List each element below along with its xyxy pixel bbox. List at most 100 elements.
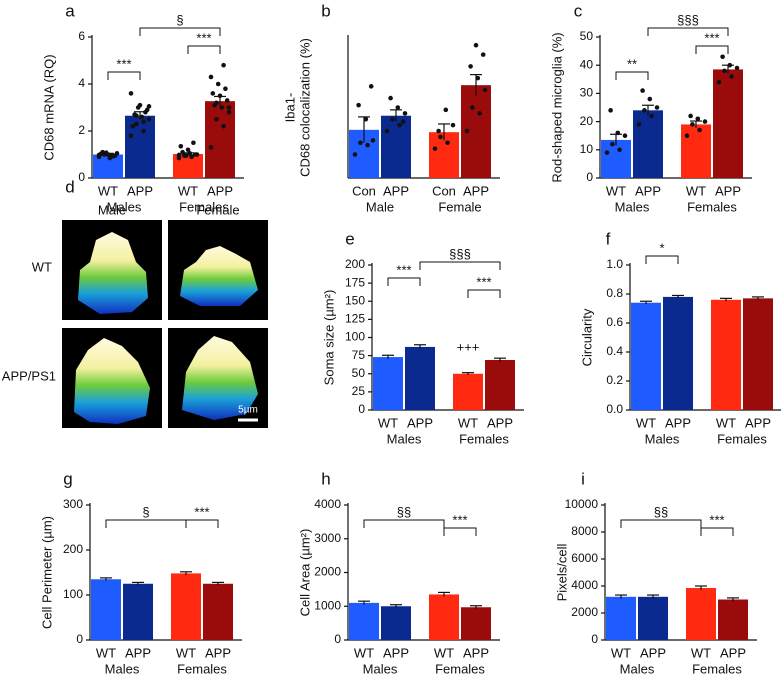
surface — [180, 246, 258, 306]
data-point — [368, 84, 374, 89]
x-tick-label: APP — [463, 645, 489, 660]
x-tick-label: APP — [383, 183, 409, 198]
x-tick-label: APP — [205, 645, 231, 660]
bar — [681, 124, 711, 178]
y-tick-label: 0.2 — [606, 373, 623, 387]
x-tick-label: WT — [606, 183, 626, 198]
significance-bracket — [185, 519, 219, 528]
y-tick-label: 0 — [358, 402, 365, 416]
bar — [381, 606, 411, 640]
data-point — [684, 133, 690, 138]
x-tick-label: APP — [720, 645, 746, 660]
bar-chart: g Cell Perimeter (µm) 0 100 200 300 WT APP WT APP… — [39, 469, 242, 676]
significance-bracket — [419, 261, 501, 270]
y-tick-label: 6 — [78, 29, 85, 43]
bar — [429, 594, 459, 640]
bar — [711, 299, 741, 410]
x-tick-label: WT — [611, 645, 631, 660]
x-tick-label: WT — [716, 415, 736, 430]
y-tick-label: 200 — [345, 257, 365, 271]
panel-letter: c — [574, 1, 583, 20]
y-axis-label: Pixels/cell — [554, 543, 569, 601]
significance-bracket — [443, 527, 477, 536]
data-point — [464, 128, 470, 134]
data-point — [221, 62, 226, 68]
y-tick-label: 50 — [352, 366, 366, 380]
x-tick-label: WT — [176, 645, 196, 660]
y-tick-label: 50 — [580, 29, 594, 43]
x-tick-label: WT — [434, 645, 454, 660]
significance-label: § — [176, 12, 183, 27]
y-axis-label: CD68 colocalization (%) — [297, 38, 312, 177]
data-point — [475, 75, 481, 81]
y-axis-label: Cell Perimeter (µm) — [39, 516, 54, 629]
significance-bracket — [107, 71, 141, 80]
bar — [743, 298, 773, 410]
data-point — [103, 150, 109, 155]
data-point — [610, 141, 615, 147]
data-point — [388, 95, 393, 101]
group-label: Males — [105, 661, 140, 676]
scale-label: 5µm — [238, 405, 258, 416]
group-label: Females — [435, 661, 485, 676]
panel-letter: f — [606, 229, 611, 248]
group-label: Males — [615, 199, 650, 214]
error-bar — [720, 297, 732, 302]
significance-label: *** — [476, 274, 491, 289]
data-point — [649, 113, 654, 119]
error-bar — [390, 604, 402, 608]
data-point — [482, 87, 488, 93]
data-point — [729, 74, 734, 79]
y-tick-label: 75 — [352, 348, 366, 362]
y-axis-label: Cell Area (µm²) — [297, 529, 312, 617]
data-point — [690, 122, 695, 127]
y-tick-label: 0 — [76, 632, 83, 646]
data-point — [640, 88, 645, 93]
data-point — [191, 140, 196, 146]
data-point — [139, 114, 145, 120]
data-point — [143, 109, 148, 115]
data-point — [208, 145, 214, 150]
x-tick-label: WT — [691, 645, 711, 660]
group-label: Males — [620, 661, 655, 676]
y-tick-label: 3000 — [314, 531, 341, 545]
x-tick-label: APP — [463, 183, 489, 198]
y-tick-label: 125 — [345, 312, 365, 326]
data-point — [219, 105, 225, 110]
data-point — [226, 105, 232, 110]
y-tick-label: 0.0 — [606, 402, 623, 416]
data-point — [722, 68, 727, 74]
y-tick-label: 1000 — [314, 598, 341, 612]
y-tick-label: 40 — [580, 57, 594, 71]
significance-label: §§§ — [449, 246, 471, 261]
significance-bracket — [700, 527, 734, 536]
y-tick-label: 4 — [78, 76, 85, 90]
error-bar — [132, 581, 144, 586]
row-label: WT — [32, 259, 52, 274]
significance-bracket — [467, 289, 501, 298]
data-point — [217, 93, 223, 99]
column-label: Female — [196, 202, 239, 217]
data-point — [134, 121, 139, 127]
data-point — [210, 91, 216, 96]
x-tick-label: APP — [487, 415, 513, 430]
surface — [74, 338, 150, 424]
data-point — [395, 105, 401, 110]
error-bar — [695, 585, 707, 591]
y-tick-label: 6000 — [571, 551, 598, 565]
x-tick-label: APP — [745, 415, 771, 430]
error-bar — [494, 357, 506, 362]
data-point — [720, 54, 725, 60]
data-point — [128, 133, 134, 138]
bar-chart: e Soma size (µm²) 0 25 50 75 100 125 150 175 200 WT… — [321, 229, 524, 446]
panel-letter: g — [63, 469, 72, 488]
x-tick-label: WT — [378, 415, 398, 430]
error-bar — [640, 300, 652, 305]
error-bar — [414, 344, 426, 350]
data-point — [192, 152, 198, 157]
error-bar — [672, 294, 684, 299]
surface — [78, 232, 148, 314]
y-tick-label: 0 — [334, 632, 341, 646]
